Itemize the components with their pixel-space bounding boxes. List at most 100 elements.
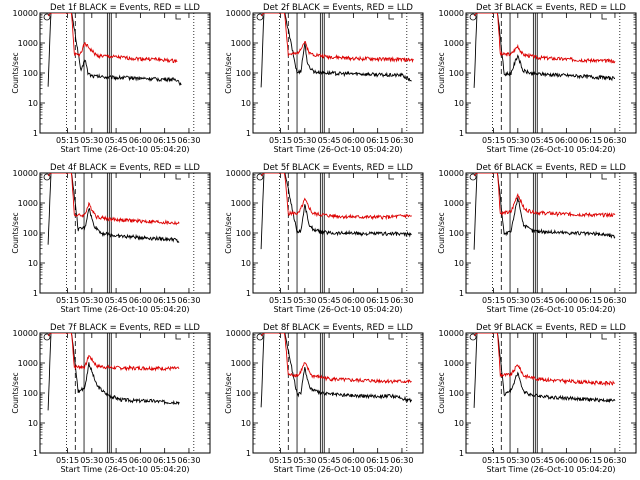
y-tick-label: 1 (246, 289, 251, 298)
panel-title: Det 5f BLACK = Events, RED = LLD (263, 163, 413, 173)
y-tick-label: 100 (449, 69, 464, 78)
start-circle-icon (256, 13, 264, 21)
plot-frame (465, 172, 637, 294)
lld-series-line (473, 13, 616, 64)
lld-series-line (47, 13, 178, 64)
x-tick-label: 05:30 (293, 136, 316, 145)
x-axis-label: Start Time (26-Oct-10 05:04:20) (273, 145, 402, 154)
x-tick-label: 06:30 (603, 136, 626, 145)
corner-bracket-icon (175, 174, 181, 180)
y-tick-label: 10 (241, 419, 251, 428)
events-series-line (260, 333, 413, 408)
x-tick-label: 06:30 (177, 456, 200, 465)
y-tick-label: 10000 (226, 9, 251, 18)
x-tick-label: 06:15 (366, 456, 389, 465)
x-tick-label: 05:30 (293, 456, 316, 465)
y-tick-label: 1 (246, 449, 251, 458)
events-series-line (473, 13, 615, 88)
y-tick-label: 1000 (18, 199, 38, 208)
x-tick-label: 05:15 (482, 456, 505, 465)
x-axis-label: Start Time (26-Oct-10 05:04:20) (60, 145, 189, 154)
x-tick-label: 05:45 (318, 136, 341, 145)
y-tick-label: 10 (454, 419, 464, 428)
events-series-line (260, 173, 412, 250)
x-axis-label: Start Time (26-Oct-10 05:04:20) (60, 305, 189, 314)
events-series-line (473, 333, 616, 408)
x-tick-label: 05:30 (506, 136, 529, 145)
x-axis-label: Start Time (26-Oct-10 05:04:20) (273, 465, 402, 474)
events-series-line (47, 173, 180, 245)
corner-bracket-icon (388, 334, 394, 340)
corner-bracket-icon (388, 14, 394, 20)
y-tick-label: 10000 (13, 169, 38, 178)
y-tick-label: 1 (459, 129, 464, 138)
x-tick-label: 06:00 (342, 296, 365, 305)
events-series-line (47, 333, 180, 411)
panel-title: Det 1f BLACK = Events, RED = LLD (50, 3, 200, 13)
detector-panel: 1 10 100 1000 10000 05:15 05:30 05:45 06:00 06:15… (437, 3, 637, 154)
x-tick-label: 05:30 (506, 456, 529, 465)
x-tick-label: 05:15 (482, 136, 505, 145)
x-tick-label: 05:45 (105, 136, 128, 145)
start-circle-icon (43, 13, 51, 21)
y-tick-label: 100 (23, 229, 38, 238)
x-tick-label: 05:15 (56, 456, 79, 465)
lld-series-line (473, 173, 616, 218)
detector-panel: 1 10 100 1000 10000 05:15 05:30 05:45 06:00 06:15… (11, 323, 211, 474)
panel-title: Det 6f BLACK = Events, RED = LLD (476, 163, 626, 173)
start-circle-icon (256, 173, 264, 181)
events-series-line (473, 173, 616, 250)
corner-bracket-icon (175, 334, 181, 340)
x-axis-label: Start Time (26-Oct-10 05:04:20) (486, 305, 615, 314)
y-tick-label: 1000 (444, 39, 464, 48)
y-tick-label: 1000 (231, 39, 251, 48)
y-axis-label: Counts/sec (437, 212, 446, 253)
x-tick-label: 05:30 (80, 296, 103, 305)
x-tick-label: 06:15 (579, 296, 602, 305)
x-tick-label: 06:15 (153, 136, 176, 145)
events-series-line (47, 13, 182, 87)
x-tick-label: 06:00 (342, 136, 365, 145)
y-axis-label: Counts/sec (11, 52, 20, 93)
x-tick-label: 06:00 (555, 136, 578, 145)
y-tick-label: 1 (33, 289, 38, 298)
x-tick-label: 06:30 (603, 296, 626, 305)
plot-frame (39, 12, 211, 134)
x-tick-label: 05:30 (293, 296, 316, 305)
x-tick-label: 06:15 (366, 136, 389, 145)
start-circle-icon (469, 173, 477, 181)
x-tick-label: 06:30 (390, 456, 413, 465)
y-tick-label: 1 (33, 449, 38, 458)
y-tick-label: 10000 (13, 9, 38, 18)
x-tick-label: 06:15 (579, 456, 602, 465)
detector-panel: 1 10 100 1000 10000 05:15 05:30 05:45 06:00 06:15… (11, 3, 211, 154)
y-axis-label: Counts/sec (224, 372, 233, 413)
lld-series-line (260, 173, 412, 221)
lld-series-line (47, 333, 180, 372)
y-tick-label: 100 (236, 229, 251, 238)
x-tick-label: 05:45 (531, 136, 554, 145)
y-axis-label: Counts/sec (11, 372, 20, 413)
lld-series-line (260, 13, 414, 64)
y-tick-label: 10000 (13, 329, 38, 338)
corner-bracket-icon (175, 14, 181, 20)
y-tick-label: 100 (236, 69, 251, 78)
lld-series-line (47, 173, 180, 226)
plot-frame (252, 12, 424, 134)
y-tick-label: 1000 (444, 199, 464, 208)
lld-series-line (473, 333, 616, 387)
x-tick-label: 06:30 (390, 296, 413, 305)
panel-title: Det 7f BLACK = Events, RED = LLD (50, 323, 200, 333)
x-tick-label: 05:45 (318, 296, 341, 305)
plot-frame (465, 12, 637, 134)
x-tick-label: 06:30 (603, 456, 626, 465)
x-tick-label: 06:15 (579, 136, 602, 145)
y-axis-label: Counts/sec (224, 52, 233, 93)
y-tick-label: 100 (23, 389, 38, 398)
y-tick-label: 1000 (231, 199, 251, 208)
x-tick-label: 06:30 (177, 136, 200, 145)
plot-frame (465, 332, 637, 454)
events-series-line (260, 13, 412, 88)
y-tick-label: 10 (28, 99, 38, 108)
detector-panel: 1 10 100 1000 10000 05:15 05:30 05:45 06:00 06:15… (437, 323, 637, 474)
